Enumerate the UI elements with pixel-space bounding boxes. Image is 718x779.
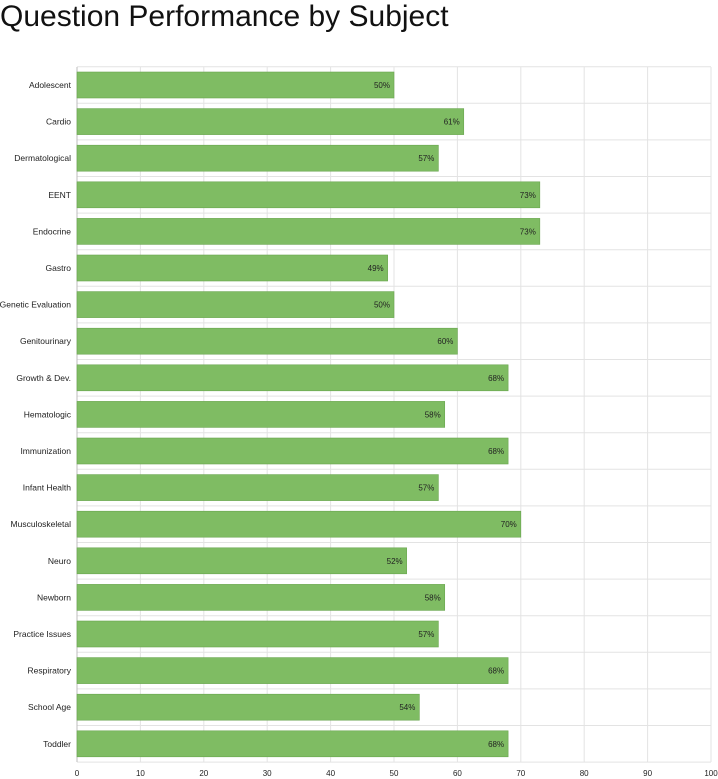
category-label: Genitourinary xyxy=(20,336,72,346)
x-tick-label: 50 xyxy=(390,769,399,778)
data-label: 58% xyxy=(425,593,441,602)
category-label: Genetic Evaluation xyxy=(0,300,71,310)
data-label: 61% xyxy=(444,118,460,127)
data-label: 52% xyxy=(387,557,403,566)
bar xyxy=(76,291,395,318)
data-label: 49% xyxy=(368,264,384,273)
category-label: Cardio xyxy=(46,117,71,127)
data-label: 50% xyxy=(374,81,390,90)
data-label: 68% xyxy=(488,667,504,676)
category-label: Toddler xyxy=(43,739,71,749)
x-tick-label: 60 xyxy=(453,769,462,778)
category-label: Musculoskeletal xyxy=(11,519,72,529)
data-label: 50% xyxy=(374,301,390,310)
x-tick-label: 10 xyxy=(136,769,145,778)
category-label: Practice Issues xyxy=(13,629,71,639)
data-label: 68% xyxy=(488,374,504,383)
data-label: 68% xyxy=(488,740,504,749)
category-label: Respiratory xyxy=(28,666,72,676)
bar xyxy=(76,730,509,758)
bar xyxy=(76,181,541,209)
category-label: School Age xyxy=(28,702,71,712)
x-tick-label: 100 xyxy=(704,769,718,778)
x-tick-labels: 0 10 20 30 40 50 60 70 80 90 100 xyxy=(75,769,718,778)
category-label: EENT xyxy=(48,190,71,200)
category-label: Growth & Dev. xyxy=(16,373,71,383)
bar xyxy=(76,144,439,172)
category-label: Infant Health xyxy=(23,483,71,493)
bar xyxy=(76,218,541,245)
category-label: Gastro xyxy=(45,263,71,273)
bar xyxy=(76,71,395,99)
category-label: Dermatological xyxy=(14,153,71,163)
data-label: 58% xyxy=(425,410,441,419)
x-tick-label: 0 xyxy=(75,769,80,778)
category-label: Newborn xyxy=(37,592,71,602)
bar xyxy=(76,510,522,538)
x-tick-label: 70 xyxy=(516,769,525,778)
bar xyxy=(76,657,509,684)
data-label: 73% xyxy=(520,191,536,200)
bar xyxy=(76,364,509,392)
bar xyxy=(76,584,446,611)
data-label: 70% xyxy=(501,520,517,529)
category-labels: Adolescent Cardio Dermatological EENT Endocr… xyxy=(0,80,72,749)
data-label: 68% xyxy=(488,447,504,456)
bars xyxy=(76,71,541,758)
category-label: Endocrine xyxy=(33,226,72,236)
bar xyxy=(76,108,465,135)
category-label: Immunization xyxy=(20,446,71,456)
x-tick-label: 90 xyxy=(643,769,652,778)
data-label: 54% xyxy=(399,703,415,712)
category-label: Neuro xyxy=(48,556,71,566)
data-labels: 50% 61% 57% 73% 73% 49% 50% 60% 68% 58% 68% 57% 70% 5… xyxy=(368,81,536,749)
bar xyxy=(76,327,458,355)
bar xyxy=(76,547,407,575)
data-label: 73% xyxy=(520,227,536,236)
bar xyxy=(76,437,509,465)
bar xyxy=(76,474,439,501)
x-tick-label: 30 xyxy=(263,769,272,778)
data-label: 57% xyxy=(418,630,434,639)
bar xyxy=(76,620,439,648)
data-label: 57% xyxy=(418,484,434,493)
bar xyxy=(76,254,388,282)
category-label: Adolescent xyxy=(29,80,72,90)
bar xyxy=(76,693,420,721)
x-tick-label: 80 xyxy=(580,769,589,778)
bar xyxy=(76,401,446,428)
data-label: 60% xyxy=(437,337,453,346)
category-label: Hematologic xyxy=(24,409,72,419)
x-tick-label: 20 xyxy=(199,769,208,778)
data-label: 57% xyxy=(418,154,434,163)
x-tick-label: 40 xyxy=(326,769,335,778)
chart-title: Question Performance by Subject xyxy=(0,0,449,33)
